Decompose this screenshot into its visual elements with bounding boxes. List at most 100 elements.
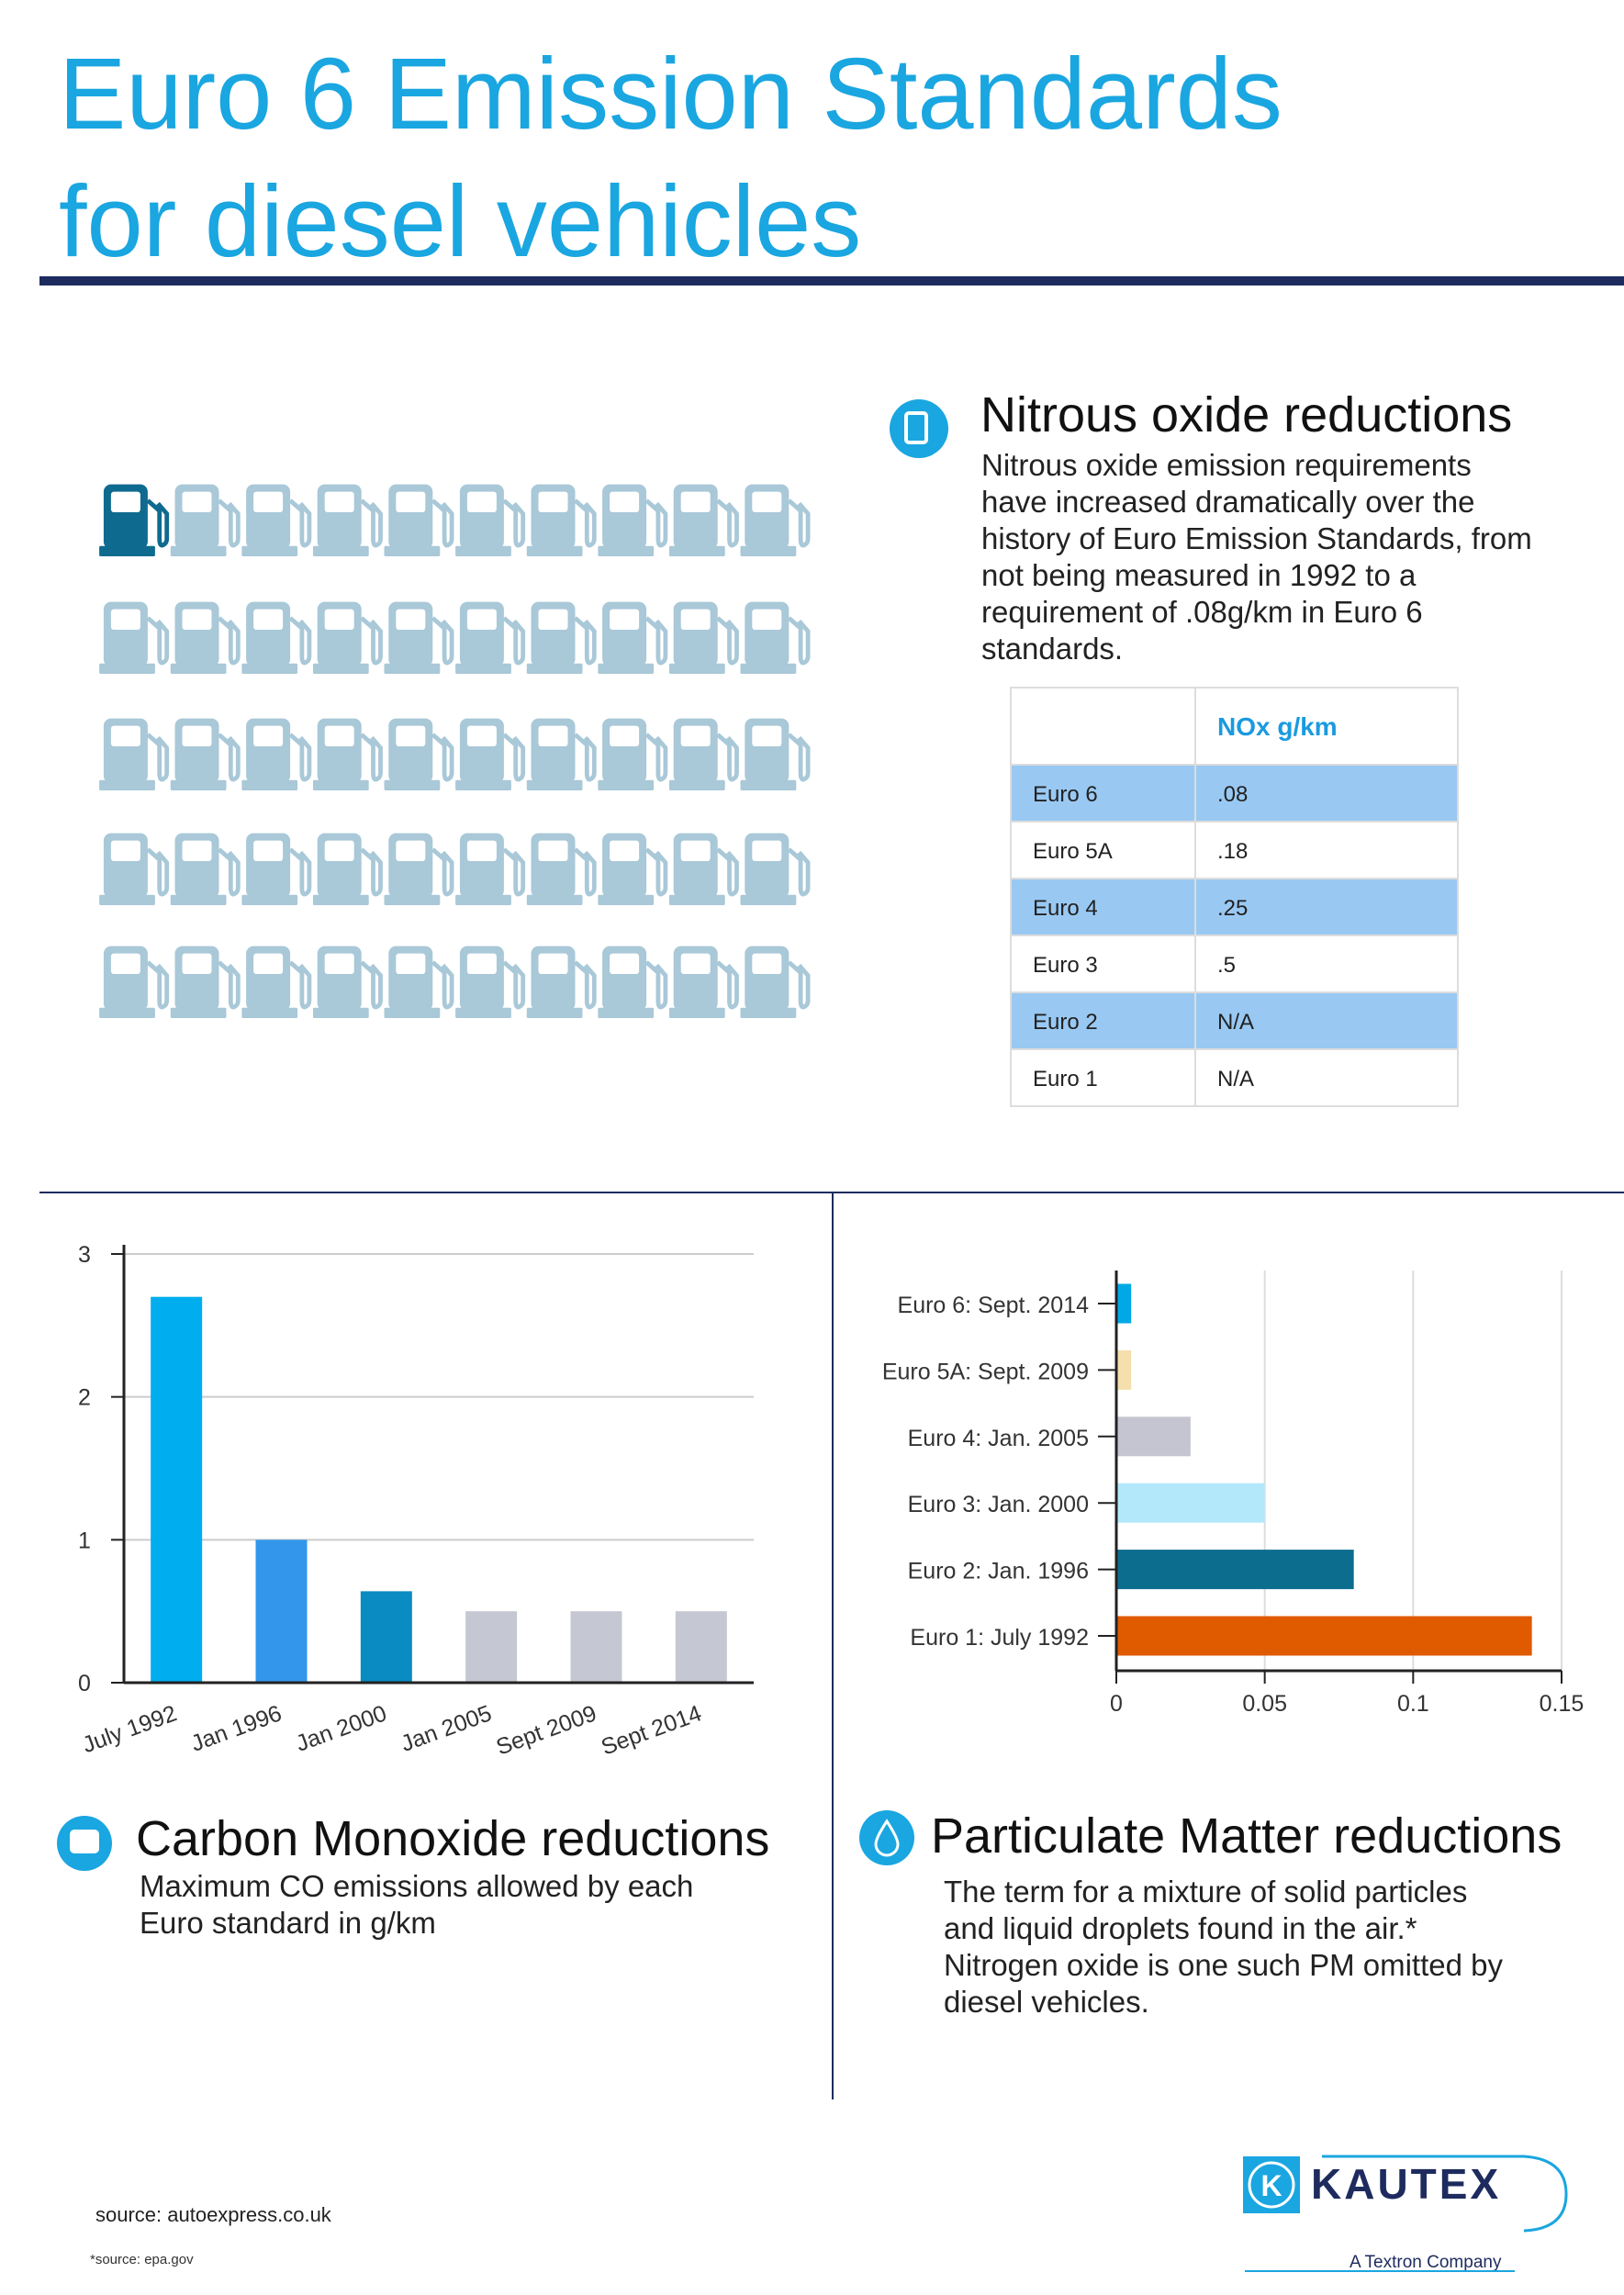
pump-icon bbox=[171, 719, 239, 790]
x-tick-label: 0.1 bbox=[1397, 1691, 1429, 1717]
pump-icon bbox=[385, 602, 453, 674]
pump-icon bbox=[99, 485, 167, 556]
pump-icon bbox=[99, 834, 167, 905]
table-row bbox=[1010, 991, 1459, 1050]
pump-icon bbox=[385, 485, 453, 556]
title-line: Euro 6 Emission Standards bbox=[59, 38, 1282, 151]
bar bbox=[1116, 1483, 1265, 1523]
x-tick-label: 0.15 bbox=[1540, 1691, 1585, 1717]
table-cell: .08 bbox=[1217, 782, 1248, 807]
bar bbox=[1116, 1349, 1132, 1390]
pump-icon bbox=[241, 602, 309, 674]
section-text: Maximum CO emissions allowed by each Euro… bbox=[140, 1869, 693, 1940]
y-tick-label: Euro 6: Sept. 2014 bbox=[898, 1293, 1090, 1318]
pump-icon bbox=[598, 946, 666, 1018]
pump-icon bbox=[741, 719, 809, 790]
table-cell: .18 bbox=[1217, 839, 1248, 864]
bar bbox=[1116, 1616, 1532, 1656]
pump-icon bbox=[313, 719, 381, 790]
pump-icon bbox=[241, 719, 309, 790]
logo-mark bbox=[1243, 2156, 1300, 2213]
table-row bbox=[1010, 1048, 1459, 1107]
table-cell: Euro 6 bbox=[1033, 782, 1098, 807]
x-tick-label: Jan 2005 bbox=[398, 1700, 495, 1756]
pump-icon bbox=[455, 719, 523, 790]
pump-icon bbox=[741, 834, 809, 905]
logo-mark-letter: K bbox=[1260, 2169, 1282, 2202]
text-line: The term for a mixture of solid particle… bbox=[944, 1875, 1467, 1909]
pump-icon bbox=[385, 719, 453, 790]
table-row bbox=[1010, 821, 1459, 879]
text-line: Nitrogen oxide is one such PM omitted by bbox=[944, 1948, 1503, 1982]
y-tick-label: Euro 5A: Sept. 2009 bbox=[882, 1359, 1089, 1384]
bar bbox=[465, 1611, 518, 1683]
y-tick-label: 1 bbox=[78, 1528, 91, 1553]
table-row bbox=[1010, 935, 1459, 993]
logo-mark-ring bbox=[1248, 2161, 1295, 2209]
section-heading: Nitrous oxide reductions bbox=[980, 387, 1512, 442]
source-note: *source: epa.gov bbox=[90, 2252, 194, 2267]
text-line: Maximum CO emissions allowed by each bbox=[140, 1869, 693, 1903]
x-tick-label: Jan 2000 bbox=[293, 1700, 390, 1756]
pump-icon bbox=[171, 834, 239, 905]
pump-icon bbox=[455, 834, 523, 905]
source-note: source: autoexpress.co.uk bbox=[95, 2203, 332, 2226]
pump-icon bbox=[455, 946, 523, 1018]
bar bbox=[570, 1611, 622, 1683]
table-cell: Euro 5A bbox=[1033, 839, 1113, 864]
table-cell: Euro 4 bbox=[1033, 896, 1098, 921]
y-tick-label: 3 bbox=[78, 1242, 91, 1268]
text-line: have increased dramatically over the bbox=[981, 485, 1474, 519]
x-tick-label: July 1992 bbox=[79, 1700, 180, 1758]
pump-icon bbox=[598, 834, 666, 905]
pump-icon bbox=[313, 946, 381, 1018]
pump-icon bbox=[99, 719, 167, 790]
x-tick-label: Jan 1996 bbox=[187, 1700, 285, 1756]
title-rule bbox=[39, 276, 1624, 285]
pump-icon bbox=[527, 834, 595, 905]
pump-icon bbox=[313, 485, 381, 556]
y-tick-label: Euro 4: Jan. 2005 bbox=[908, 1426, 1089, 1451]
text-line: standards. bbox=[981, 632, 1123, 666]
car-icon-glyph bbox=[70, 1830, 99, 1853]
table-cell: Euro 2 bbox=[1033, 1010, 1098, 1035]
y-tick-label: Euro 3: Jan. 2000 bbox=[908, 1492, 1089, 1517]
x-tick-label: Sept 2014 bbox=[598, 1700, 705, 1760]
table-cell: .5 bbox=[1217, 953, 1236, 978]
pump-icon bbox=[241, 946, 309, 1018]
drop-icon bbox=[859, 1810, 914, 1865]
pump-icon bbox=[171, 602, 239, 674]
pump-icon bbox=[741, 602, 809, 674]
table-cell: .25 bbox=[1217, 896, 1248, 921]
text-line: Euro standard in g/km bbox=[140, 1906, 436, 1940]
x-tick-label: Sept 2009 bbox=[493, 1700, 600, 1760]
bar bbox=[151, 1296, 203, 1683]
y-tick-label: Euro 1: July 1992 bbox=[910, 1625, 1089, 1651]
text-line: Nitrous oxide emission requirements bbox=[981, 448, 1472, 482]
pump-icon bbox=[241, 834, 309, 905]
pump-icon bbox=[741, 946, 809, 1018]
logo-name: KAUTEX bbox=[1311, 2160, 1501, 2208]
y-tick-label: 2 bbox=[78, 1385, 91, 1411]
pump-icon bbox=[527, 485, 595, 556]
pump-icon bbox=[313, 602, 381, 674]
fuel-icon-glyph bbox=[904, 411, 928, 444]
bar bbox=[255, 1539, 308, 1683]
pump-icon bbox=[171, 946, 239, 1018]
pump-icon bbox=[669, 834, 737, 905]
text-line: not being measured in 1992 to a bbox=[981, 558, 1417, 592]
pump-icon bbox=[669, 719, 737, 790]
section-text: The term for a mixture of solid particle… bbox=[944, 1875, 1503, 2019]
nox-table: NOx g/km Euro 6 .08 Euro 5A .18 Euro 4 .25 Euro… bbox=[1010, 687, 1459, 1107]
pump-grid bbox=[99, 485, 808, 1018]
pump-icon bbox=[669, 602, 737, 674]
x-tick-label: 0 bbox=[1110, 1691, 1123, 1717]
y-tick-label: 0 bbox=[78, 1671, 91, 1696]
y-tick-label: Euro 2: Jan. 1996 bbox=[908, 1559, 1089, 1584]
bar bbox=[1116, 1550, 1354, 1590]
pump-icon bbox=[99, 602, 167, 674]
pump-icon bbox=[598, 602, 666, 674]
text-line: diesel vehicles. bbox=[944, 1985, 1149, 2019]
